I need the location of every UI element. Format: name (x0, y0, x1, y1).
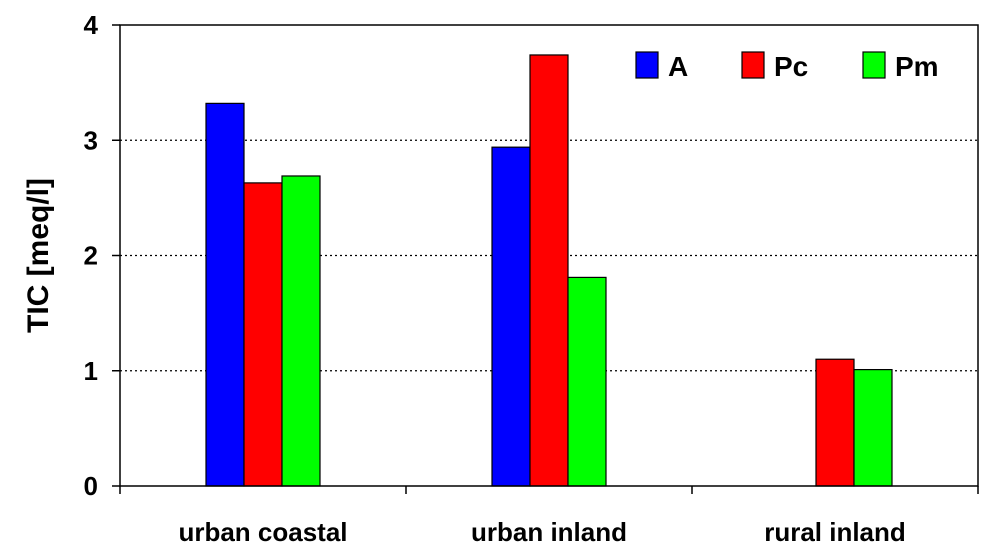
x-category-label: urban inland (471, 517, 627, 547)
bar-pc-urban-inland (529, 54, 569, 487)
bar-pm-urban-inland (567, 276, 607, 487)
bar-pm-rural-inland (853, 368, 893, 487)
legend-swatch-a (635, 51, 659, 79)
bars (205, 54, 893, 487)
y-axis-title: TIC [meq/l] (22, 178, 55, 333)
axes: 0 1 2 3 4 urban coastal urban inland rural inla… (84, 10, 979, 547)
legend-label-pm: Pm (895, 51, 939, 82)
y-tick-label: 3 (84, 125, 98, 155)
bar-pm-urban-coastal (281, 175, 321, 487)
legend-label-a: A (668, 51, 688, 82)
x-category-label: rural inland (764, 517, 906, 547)
bar-pc-rural-inland (815, 358, 855, 487)
legend-swatch-pc (741, 51, 765, 79)
legend: A Pc Pm (635, 51, 939, 82)
y-tick-label: 4 (84, 10, 99, 40)
y-tick-label: 1 (84, 356, 98, 386)
bar-a-urban-coastal (205, 102, 245, 487)
legend-swatch-pm (862, 51, 886, 79)
bar-pc-urban-coastal (243, 182, 283, 487)
y-tick-label: 2 (84, 241, 98, 271)
x-category-label: urban coastal (178, 517, 347, 547)
legend-label-pc: Pc (774, 51, 808, 82)
bar-a-urban-inland (491, 146, 531, 487)
y-tick-label: 0 (84, 471, 98, 501)
